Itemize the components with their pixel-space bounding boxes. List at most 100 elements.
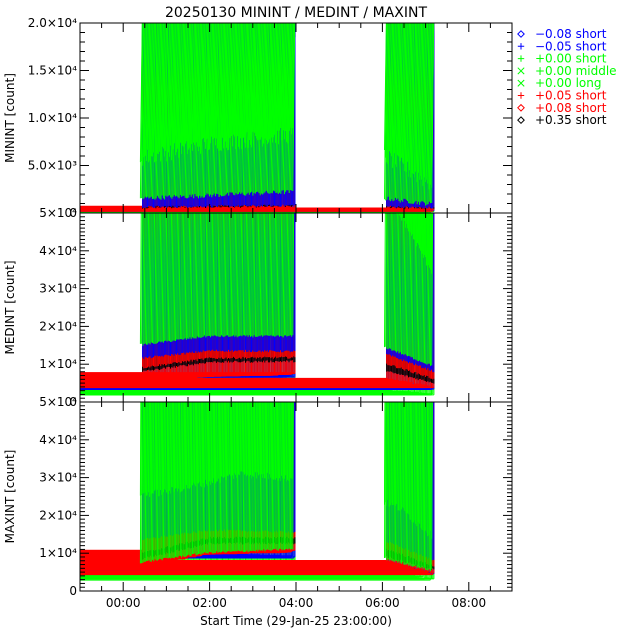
data-point bbox=[80, 213, 159, 380]
data-point bbox=[80, 402, 389, 562]
data-point bbox=[80, 23, 153, 209]
data-point bbox=[267, 0, 475, 475]
data-point bbox=[80, 402, 430, 573]
data-point bbox=[80, 402, 158, 568]
y-tick-label: 5.0×10³ bbox=[28, 159, 77, 173]
data-point bbox=[80, 23, 164, 212]
data-point bbox=[278, 0, 483, 483]
data-point bbox=[80, 213, 157, 380]
data-point bbox=[80, 23, 156, 212]
data-point bbox=[293, 0, 338, 337]
data-point bbox=[80, 23, 150, 210]
data-point bbox=[80, 23, 144, 211]
data-point bbox=[80, 213, 400, 381]
data-point bbox=[80, 402, 162, 560]
data-point bbox=[80, 23, 163, 213]
legend-label: +0.00 long bbox=[535, 76, 602, 90]
y-tick-label: 0 bbox=[69, 395, 77, 409]
data-point bbox=[80, 402, 394, 563]
legend-label: +0.35 short bbox=[535, 113, 607, 127]
data-points bbox=[80, 23, 434, 213]
data-point bbox=[80, 213, 431, 387]
data-point bbox=[422, 0, 532, 532]
data-point bbox=[80, 23, 148, 211]
data-point bbox=[80, 213, 389, 379]
legend-item: +0.35 short bbox=[517, 113, 607, 127]
data-point bbox=[80, 402, 414, 570]
data-point bbox=[80, 23, 165, 212]
data-point bbox=[80, 402, 164, 560]
y-tick-label: 2.0×10⁴ bbox=[28, 16, 77, 30]
data-points bbox=[80, 0, 435, 396]
data-point bbox=[80, 402, 425, 571]
legend-item: −0.08 short bbox=[517, 27, 607, 41]
data-point bbox=[80, 23, 150, 212]
data-point bbox=[80, 402, 296, 551]
data-point bbox=[80, 402, 163, 559]
data-point bbox=[277, 0, 480, 480]
data-point bbox=[80, 23, 152, 211]
data-point bbox=[80, 213, 158, 382]
data-point bbox=[272, 0, 481, 481]
data-point bbox=[80, 402, 158, 565]
data-point bbox=[80, 213, 395, 381]
data-point bbox=[80, 402, 156, 564]
data-point bbox=[80, 402, 396, 564]
data-point bbox=[280, 0, 481, 480]
plus-icon bbox=[517, 55, 525, 62]
data-point bbox=[80, 402, 435, 580]
data-point bbox=[80, 23, 156, 210]
y-tick-label: 2×10⁴ bbox=[39, 508, 77, 522]
data-point bbox=[80, 23, 154, 212]
data-point bbox=[423, 0, 532, 532]
y-tick-label: 0 bbox=[69, 206, 77, 220]
data-point bbox=[80, 213, 163, 380]
y-tick-label: 4×10⁴ bbox=[39, 244, 77, 258]
data-point bbox=[286, 0, 478, 477]
data-point bbox=[80, 213, 428, 386]
data-point bbox=[80, 23, 158, 209]
data-point bbox=[80, 402, 159, 564]
panel-2: 0 1×10⁴ 2×10⁴ 3×10⁴ 4×10⁴ 5×10⁴ MEDINT [count] bbox=[3, 0, 513, 409]
data-point bbox=[80, 23, 147, 211]
data-point bbox=[80, 23, 147, 211]
data-point bbox=[429, 0, 537, 537]
data-point bbox=[80, 23, 151, 210]
legend-label: +0.00 short bbox=[535, 52, 607, 66]
data-point bbox=[431, 0, 534, 533]
panel-1: 0 5.0×10³ 1.0×10⁴ 1.5×10⁴ 2.0×10⁴ MININT [cou… bbox=[3, 16, 513, 220]
legend-item: +0.00 long bbox=[517, 76, 602, 90]
data-point bbox=[432, 0, 541, 541]
data-point bbox=[80, 23, 164, 211]
data-point bbox=[80, 213, 164, 390]
data-point bbox=[275, 0, 482, 481]
data-point bbox=[80, 23, 162, 211]
data-point bbox=[80, 213, 435, 389]
data-point bbox=[80, 402, 412, 568]
data-point bbox=[80, 23, 145, 210]
data-point bbox=[421, 0, 530, 530]
data-point bbox=[80, 402, 158, 559]
data-point bbox=[80, 213, 163, 378]
data-point bbox=[80, 23, 153, 212]
y-tick-label: 1×10⁴ bbox=[39, 546, 77, 560]
data-point bbox=[80, 23, 145, 211]
data-point bbox=[80, 23, 151, 210]
data-point bbox=[282, 0, 478, 478]
data-point bbox=[288, 0, 338, 338]
data-point bbox=[80, 402, 424, 578]
data-point bbox=[80, 23, 162, 211]
plus-icon bbox=[517, 43, 525, 50]
legend-item: −0.05 short bbox=[517, 39, 607, 53]
data-points bbox=[80, 0, 573, 581]
data-point bbox=[265, 0, 480, 480]
data-point bbox=[428, 0, 538, 538]
data-point bbox=[80, 402, 162, 564]
data-point bbox=[80, 402, 165, 559]
x-tick-label: 04:00 bbox=[279, 596, 314, 610]
data-point bbox=[349, 0, 386, 349]
data-point bbox=[80, 213, 423, 385]
data-point bbox=[80, 402, 417, 569]
x-icon bbox=[517, 67, 525, 75]
